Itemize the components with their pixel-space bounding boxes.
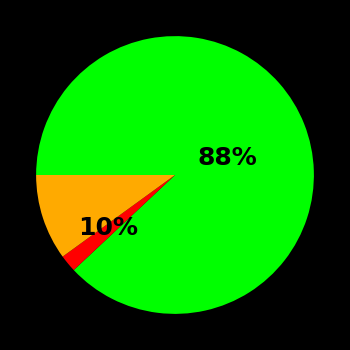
Text: 10%: 10% — [78, 216, 138, 240]
Wedge shape — [36, 175, 175, 257]
Wedge shape — [63, 175, 175, 270]
Text: 88%: 88% — [198, 146, 258, 170]
Wedge shape — [36, 36, 314, 314]
